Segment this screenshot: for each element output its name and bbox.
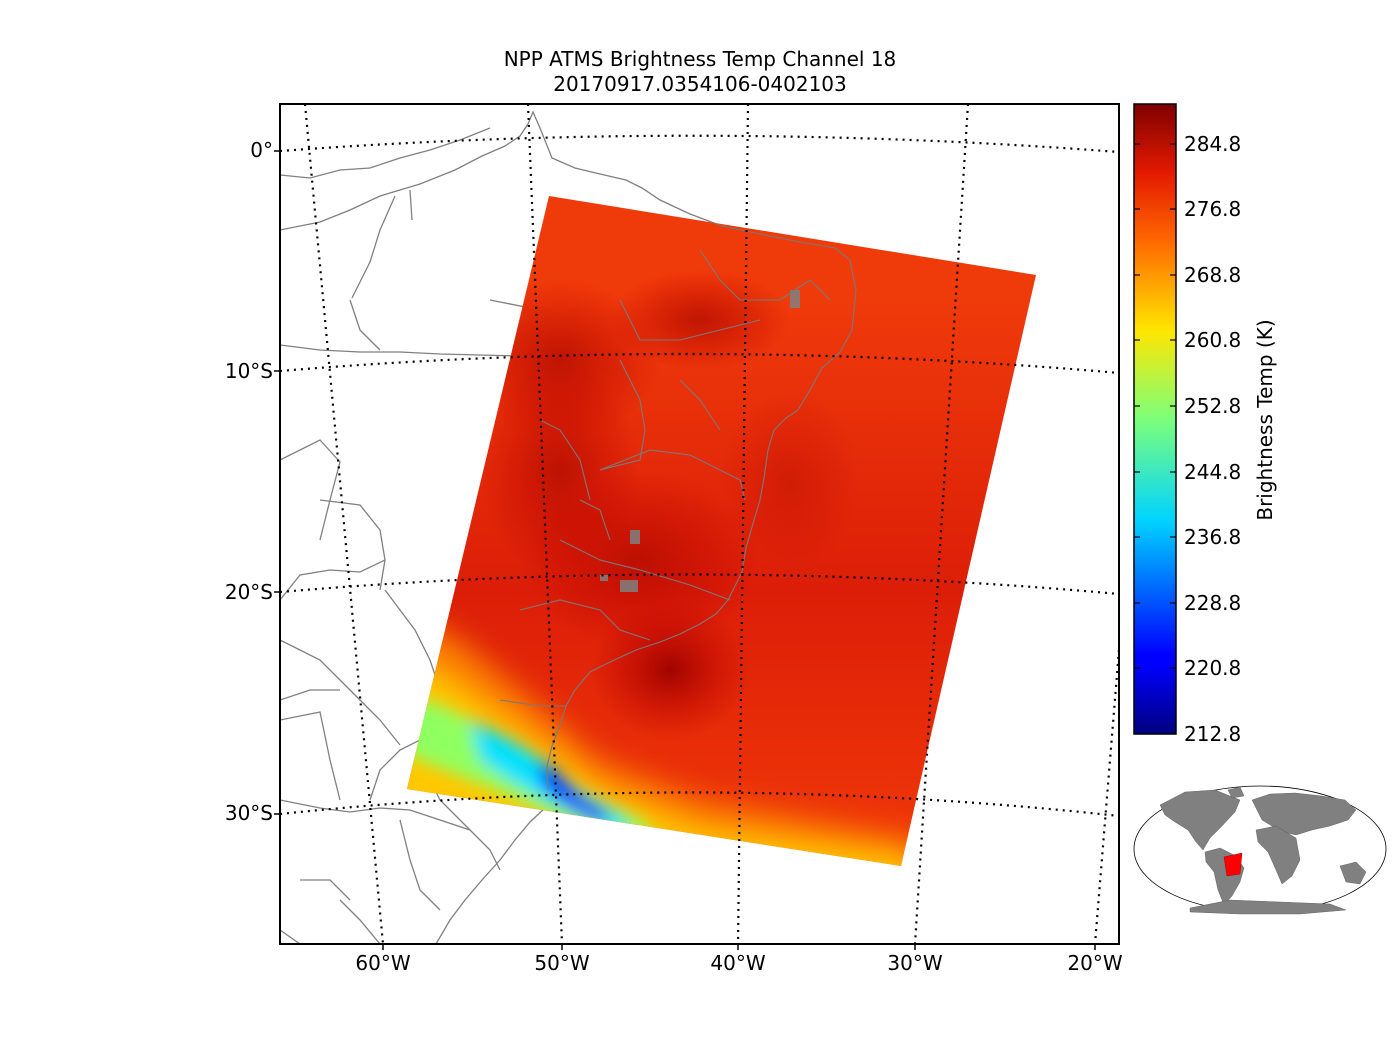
colorbar-tick-label: 268.8 [1184, 263, 1242, 287]
colorbar-tick-label: 276.8 [1184, 197, 1242, 221]
swath-coastlines [499, 196, 857, 791]
lat-label-30s: 30°S [224, 801, 273, 825]
lon-label-20w: 20°W [1067, 951, 1123, 975]
title-line-2: 20170917.0354106-0402103 [553, 72, 847, 96]
colorbar-ticks [1134, 143, 1176, 669]
colorbar-tick-label: 220.8 [1184, 656, 1242, 680]
map-frame [279, 103, 1120, 945]
title-line-1: NPP ATMS Brightness Temp Channel 18 [503, 47, 897, 71]
colorbar-tick-label: 260.8 [1184, 328, 1242, 352]
colorbar-tick-label: 244.8 [1184, 460, 1242, 484]
inset-globe [1133, 785, 1387, 915]
colorbar-tick-label: 212.8 [1184, 722, 1242, 746]
lon-label-60w: 60°W [355, 951, 411, 975]
colorbar-tick-label: 228.8 [1184, 591, 1242, 615]
lat-label-0: 0° [250, 138, 273, 162]
colorbar [1133, 103, 1177, 735]
colorbar-label: Brightness Temp (K) [1253, 319, 1277, 521]
lon-label-50w: 50°W [534, 951, 590, 975]
lon-label-30w: 30°W [887, 951, 943, 975]
graticule [280, 104, 1119, 944]
colorbar-tick-label: 252.8 [1184, 394, 1242, 418]
colorbar-tick-label: 236.8 [1184, 525, 1242, 549]
lat-label-10s: 10°S [224, 359, 273, 383]
inset-swath-marker [1223, 852, 1243, 877]
colorbar-tick-label: 284.8 [1184, 132, 1242, 156]
lat-label-20s: 20°S [224, 580, 273, 604]
lon-label-40w: 40°W [710, 951, 766, 975]
map-panel [280, 104, 1119, 944]
